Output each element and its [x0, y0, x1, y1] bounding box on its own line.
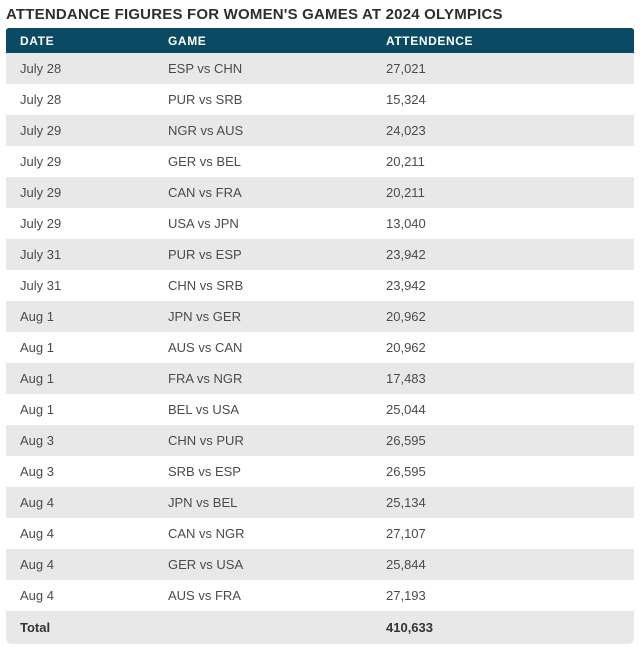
- table-body: July 28 ESP vs CHN 27,021 July 28 PUR vs SRB…: [6, 53, 634, 611]
- date-cell: Aug 4: [6, 518, 154, 549]
- column-header-game: GAME: [154, 28, 372, 53]
- table-row: Aug 3 CHN vs PUR 26,595: [6, 425, 634, 456]
- attendance-cell: 13,040: [372, 208, 634, 239]
- table-row: Aug 1 JPN vs GER 20,962: [6, 301, 634, 332]
- table-row: Aug 4 JPN vs BEL 25,134: [6, 487, 634, 518]
- date-cell: July 28: [6, 84, 154, 115]
- attendance-cell: 20,211: [372, 177, 634, 208]
- date-cell: July 29: [6, 146, 154, 177]
- date-cell: Aug 3: [6, 425, 154, 456]
- table-row: Aug 4 GER vs USA 25,844: [6, 549, 634, 580]
- game-cell: AUS vs CAN: [154, 332, 372, 363]
- game-cell: CHN vs PUR: [154, 425, 372, 456]
- attendance-cell: 15,324: [372, 84, 634, 115]
- game-cell: BEL vs USA: [154, 394, 372, 425]
- total-value: 410,633: [372, 611, 634, 644]
- attendance-cell: 25,134: [372, 487, 634, 518]
- total-label: Total: [6, 611, 154, 644]
- table-row: Aug 1 FRA vs NGR 17,483: [6, 363, 634, 394]
- date-cell: July 29: [6, 177, 154, 208]
- game-cell: JPN vs BEL: [154, 487, 372, 518]
- table-row: July 29 GER vs BEL 20,211: [6, 146, 634, 177]
- table-row: Aug 3 SRB vs ESP 26,595: [6, 456, 634, 487]
- date-cell: Aug 4: [6, 580, 154, 611]
- table-row: July 29 USA vs JPN 13,040: [6, 208, 634, 239]
- header-row: DATE GAME ATTENDENCE: [6, 28, 634, 53]
- attendance-cell: 20,962: [372, 332, 634, 363]
- game-cell: GER vs BEL: [154, 146, 372, 177]
- attendance-cell: 17,483: [372, 363, 634, 394]
- attendance-cell: 25,844: [372, 549, 634, 580]
- attendance-cell: 24,023: [372, 115, 634, 146]
- game-cell: PUR vs ESP: [154, 239, 372, 270]
- page-title: ATTENDANCE FIGURES FOR WOMEN'S GAMES AT …: [6, 6, 503, 23]
- game-cell: SRB vs ESP: [154, 456, 372, 487]
- date-cell: Aug 1: [6, 301, 154, 332]
- table-row: Aug 4 CAN vs NGR 27,107: [6, 518, 634, 549]
- table-row: July 31 PUR vs ESP 23,942: [6, 239, 634, 270]
- attendance-cell: 27,021: [372, 53, 634, 84]
- date-cell: July 31: [6, 270, 154, 301]
- attendance-cell: 27,107: [372, 518, 634, 549]
- date-cell: July 28: [6, 53, 154, 84]
- table-row: July 28 PUR vs SRB 15,324: [6, 84, 634, 115]
- date-cell: Aug 4: [6, 487, 154, 518]
- table-row: Aug 1 AUS vs CAN 20,962: [6, 332, 634, 363]
- attendance-cell: 25,044: [372, 394, 634, 425]
- table-footer: Total 410,633: [6, 611, 634, 644]
- game-cell: CHN vs SRB: [154, 270, 372, 301]
- column-header-attendance: ATTENDENCE: [372, 28, 634, 53]
- total-row: Total 410,633: [6, 611, 634, 644]
- table-row: July 31 CHN vs SRB 23,942: [6, 270, 634, 301]
- date-cell: July 29: [6, 115, 154, 146]
- game-cell: ESP vs CHN: [154, 53, 372, 84]
- game-cell: FRA vs NGR: [154, 363, 372, 394]
- table-row: Aug 4 AUS vs FRA 27,193: [6, 580, 634, 611]
- attendance-table: DATE GAME ATTENDENCE July 28 ESP vs CHN 27…: [6, 28, 634, 644]
- attendance-cell: 26,595: [372, 456, 634, 487]
- table-row: July 29 CAN vs FRA 20,211: [6, 177, 634, 208]
- table-row: July 29 NGR vs AUS 24,023: [6, 115, 634, 146]
- total-spacer: [154, 611, 372, 644]
- attendance-table-wrapper: DATE GAME ATTENDENCE July 28 ESP vs CHN 27…: [6, 28, 634, 644]
- attendance-cell: 26,595: [372, 425, 634, 456]
- table-row: Aug 1 BEL vs USA 25,044: [6, 394, 634, 425]
- date-cell: Aug 3: [6, 456, 154, 487]
- game-cell: GER vs USA: [154, 549, 372, 580]
- game-cell: CAN vs FRA: [154, 177, 372, 208]
- date-cell: July 31: [6, 239, 154, 270]
- attendance-cell: 23,942: [372, 239, 634, 270]
- attendance-cell: 23,942: [372, 270, 634, 301]
- game-cell: JPN vs GER: [154, 301, 372, 332]
- game-cell: CAN vs NGR: [154, 518, 372, 549]
- attendance-cell: 20,962: [372, 301, 634, 332]
- date-cell: Aug 1: [6, 363, 154, 394]
- date-cell: Aug 4: [6, 549, 154, 580]
- date-cell: Aug 1: [6, 394, 154, 425]
- date-cell: July 29: [6, 208, 154, 239]
- date-cell: Aug 1: [6, 332, 154, 363]
- attendance-cell: 20,211: [372, 146, 634, 177]
- column-header-date: DATE: [6, 28, 154, 53]
- game-cell: USA vs JPN: [154, 208, 372, 239]
- table-row: July 28 ESP vs CHN 27,021: [6, 53, 634, 84]
- game-cell: PUR vs SRB: [154, 84, 372, 115]
- table-header: DATE GAME ATTENDENCE: [6, 28, 634, 53]
- game-cell: NGR vs AUS: [154, 115, 372, 146]
- game-cell: AUS vs FRA: [154, 580, 372, 611]
- attendance-cell: 27,193: [372, 580, 634, 611]
